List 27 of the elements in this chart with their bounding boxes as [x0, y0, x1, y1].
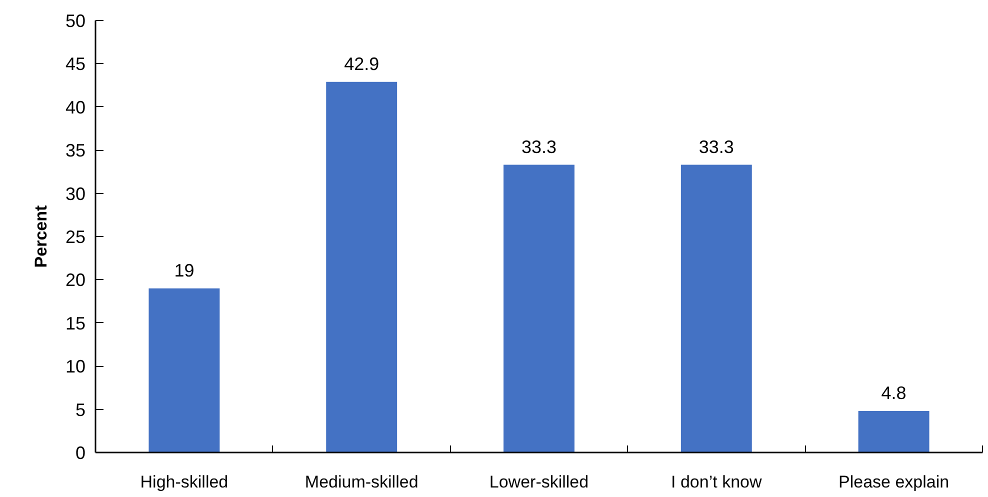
y-tick-label: 50: [65, 11, 86, 31]
x-tick-label: Lower-skilled: [489, 472, 589, 492]
y-tick-label: 0: [75, 443, 86, 463]
y-tick-label: 25: [65, 227, 86, 247]
bar: [326, 82, 398, 452]
data-label: 4.8: [881, 383, 906, 404]
x-tick-label: I don’t know: [671, 472, 762, 492]
bar: [148, 288, 220, 452]
bar: [504, 164, 574, 452]
data-label: 33.3: [521, 136, 557, 157]
data-label: 19: [174, 260, 194, 280]
y-tick-label: 40: [65, 97, 86, 118]
y-tick-label: 30: [65, 184, 86, 204]
y-tick-label: 15: [65, 313, 86, 334]
bar: [858, 411, 930, 452]
y-axis-title: Percent: [31, 204, 50, 268]
y-tick-label: 35: [65, 140, 86, 161]
data-label: 42.9: [344, 54, 380, 74]
y-tick-label: 5: [75, 400, 86, 420]
y-tick-label: 20: [65, 270, 86, 290]
x-tick-label: Medium-skilled: [304, 472, 418, 492]
y-tick-label: 10: [65, 356, 86, 377]
bar: [680, 164, 752, 452]
data-label: 33.3: [698, 136, 734, 157]
x-tick-label: High-skilled: [140, 472, 228, 492]
x-tick-label: Please explain: [838, 472, 950, 492]
y-tick-label: 45: [65, 54, 86, 74]
